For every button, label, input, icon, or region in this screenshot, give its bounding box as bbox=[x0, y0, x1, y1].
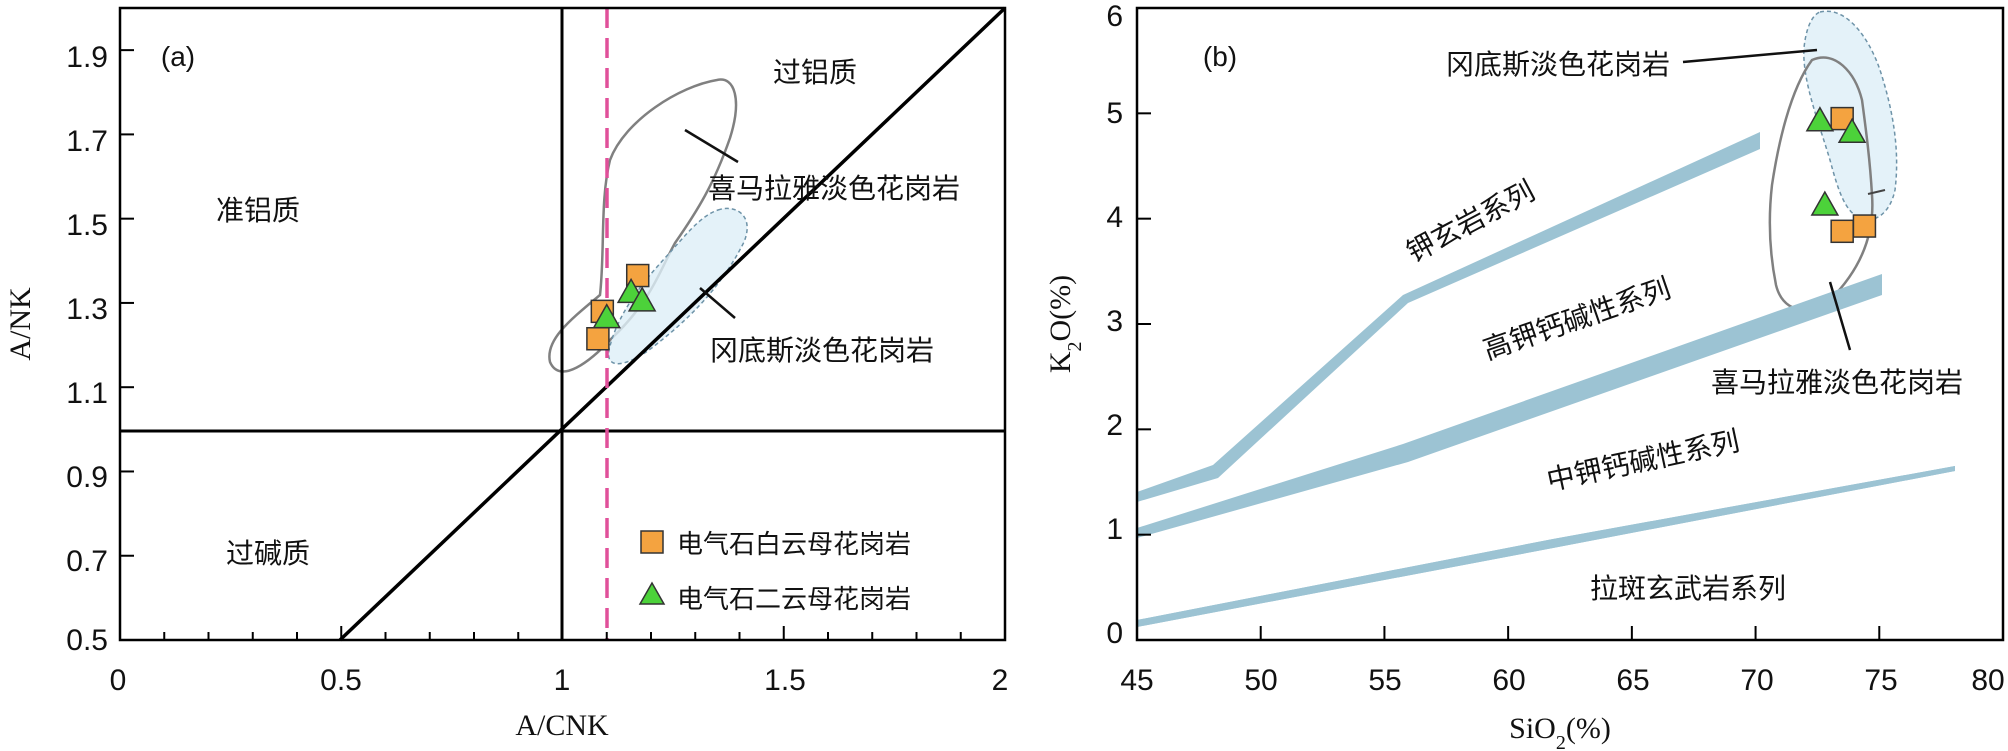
series-label-medium-k: 中钾钙碱性系列 bbox=[1544, 424, 1743, 497]
himalaya-field-a bbox=[548, 78, 738, 373]
x-tick-a-0.5: 0.5 bbox=[320, 664, 362, 697]
field-label-gangdese-a: 冈底斯淡色花岗岩 bbox=[710, 334, 934, 367]
region-metaluminous: 准铝质 bbox=[216, 194, 300, 227]
pointer-small-b bbox=[1867, 189, 1886, 195]
x-tick-b-65: 65 bbox=[1616, 664, 1649, 697]
data-point-square bbox=[1830, 219, 1854, 244]
y-axis-label-a: A/NK bbox=[4, 287, 37, 361]
x-tick-b-55: 55 bbox=[1368, 664, 1401, 697]
pointer-gangdese-a bbox=[699, 287, 736, 319]
data-point-square bbox=[1830, 106, 1854, 131]
region-peraluminous: 过铝质 bbox=[773, 56, 857, 89]
x-tick-a-2: 2 bbox=[992, 664, 1009, 697]
legend-a: 电气石白云母花岗岩 电气石二云母花岗岩 bbox=[638, 530, 911, 615]
data-point-triangle bbox=[592, 303, 622, 329]
data-point-triangle bbox=[1805, 106, 1835, 132]
series-label-high-k: 高钾钙碱性系列 bbox=[1479, 272, 1675, 367]
data-point-square bbox=[1852, 214, 1877, 238]
y-tick-b-2: 2 bbox=[1106, 409, 1123, 442]
y-tick-b-1: 1 bbox=[1106, 513, 1123, 546]
x-tick-a-1.5: 1.5 bbox=[764, 664, 806, 697]
panel-a: 1.9 1.7 1.5 1.3 1.1 0.9 0.7 0.5 0 0.5 1 … bbox=[4, 6, 1009, 742]
data-point-triangle bbox=[1837, 117, 1867, 144]
axis-ticks-b bbox=[1136, 7, 2004, 641]
x-axis-label-b: SiO2(%) bbox=[1509, 712, 1611, 751]
y-tick-a-0.7: 0.7 bbox=[66, 545, 108, 578]
data-points-b bbox=[1805, 106, 1877, 244]
legend-label-square: 电气石白云母花岗岩 bbox=[677, 530, 911, 560]
x-tick-b-45: 45 bbox=[1120, 664, 1153, 697]
series-label-shoshonite: 钾玄岩系列 bbox=[1401, 174, 1540, 269]
x-axis-label-a: A/CNK bbox=[515, 709, 609, 742]
x-tick-b-70: 70 bbox=[1740, 664, 1773, 697]
y-tick-b-6: 6 bbox=[1106, 0, 1123, 33]
data-point-triangle bbox=[627, 286, 657, 312]
band-high-k bbox=[1137, 274, 1882, 538]
gangdese-field-a bbox=[607, 207, 748, 365]
x-tick-b-75: 75 bbox=[1864, 664, 1897, 697]
panel-tag-b: (b) bbox=[1203, 41, 1237, 72]
x-tick-a-0: 0 bbox=[110, 664, 127, 697]
legend-square-marker bbox=[640, 530, 664, 554]
legend-label-triangle: 电气石二云母花岗岩 bbox=[677, 585, 911, 615]
legend-triangle-marker bbox=[638, 581, 666, 605]
data-point-triangle bbox=[1810, 190, 1840, 216]
field-label-himalaya-a: 喜马拉雅淡色花岗岩 bbox=[708, 172, 960, 205]
diagonal-line-a bbox=[338, 6, 1007, 642]
panel-tag-a: (a) bbox=[161, 41, 195, 72]
x-tick-b-60: 60 bbox=[1492, 664, 1525, 697]
y-tick-a-0.5: 0.5 bbox=[66, 624, 108, 657]
y-tick-b-4: 4 bbox=[1106, 201, 1123, 234]
x-tick-b-50: 50 bbox=[1244, 664, 1277, 697]
x-tick-b-80: 80 bbox=[1971, 664, 2004, 697]
band-shoshonite bbox=[1137, 132, 1760, 502]
axis-ticks-a bbox=[119, 49, 1006, 641]
y-tick-a-1.5: 1.5 bbox=[66, 209, 108, 242]
y-tick-a-1.9: 1.9 bbox=[66, 41, 108, 74]
y-tick-b-3: 3 bbox=[1106, 305, 1123, 338]
y-axis-label-b: K2O(%) bbox=[1044, 275, 1086, 373]
panel-b: 6 5 4 3 2 1 0 45 50 55 60 65 70 75 80 Si… bbox=[1044, 0, 2005, 751]
data-points-a bbox=[586, 263, 657, 351]
y-tick-a-0.9: 0.9 bbox=[66, 461, 108, 494]
y-tick-b-0: 0 bbox=[1106, 617, 1123, 650]
series-label-tholeiite: 拉斑玄武岩系列 bbox=[1590, 572, 1786, 605]
y-tick-a-1.1: 1.1 bbox=[66, 377, 108, 410]
data-point-square bbox=[586, 326, 610, 351]
region-peralkaline: 过碱质 bbox=[226, 537, 310, 570]
field-label-gangdese-b: 冈底斯淡色花岗岩 bbox=[1446, 48, 1670, 81]
x-tick-a-1: 1 bbox=[554, 664, 571, 697]
pointer-himalaya-b bbox=[1828, 281, 1852, 351]
pointer-gangdese-b bbox=[1682, 48, 1818, 64]
pointer-himalaya-a bbox=[684, 128, 739, 164]
band-tholeiite bbox=[1137, 466, 1955, 627]
y-tick-a-1.3: 1.3 bbox=[66, 293, 108, 326]
y-tick-a-1.7: 1.7 bbox=[66, 125, 108, 158]
y-tick-b-5: 5 bbox=[1106, 97, 1123, 130]
field-label-himalaya-b: 喜马拉雅淡色花岗岩 bbox=[1711, 366, 1963, 399]
